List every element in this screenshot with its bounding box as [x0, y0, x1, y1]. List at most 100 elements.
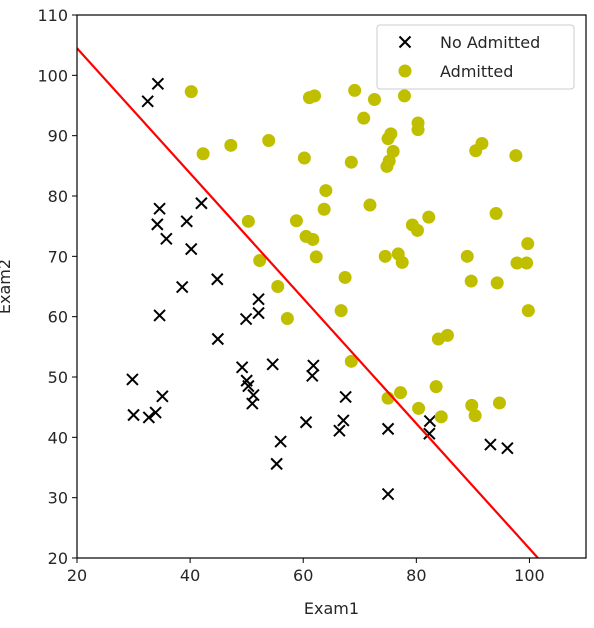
data-point-no-admitted	[127, 408, 140, 422]
data-point-no-admitted	[270, 457, 283, 471]
data-point-no-admitted	[423, 414, 437, 428]
decision-boundary-line	[77, 47, 539, 558]
data-point-no-admitted	[307, 359, 320, 372]
legend-marker-no-admitted	[398, 35, 412, 49]
data-point-admitted	[469, 144, 483, 158]
legend-marker-admitted	[398, 64, 412, 78]
data-point-admitted	[411, 123, 425, 137]
data-point-admitted	[395, 255, 409, 269]
data-point-admitted	[490, 276, 504, 290]
axis-ticks: 20 40 60 80 100 20 30 40 50 60 70 80 90 100 110	[37, 6, 544, 585]
y-axis-label: Exam2	[0, 259, 14, 314]
data-point-admitted	[344, 354, 358, 368]
data-point-no-admitted	[333, 424, 346, 437]
data-point-no-admitted	[423, 427, 436, 440]
data-point-no-admitted	[252, 306, 265, 320]
data-point-no-admitted	[151, 77, 165, 90]
data-point-admitted	[393, 386, 407, 400]
data-point-admitted	[271, 280, 285, 293]
data-point-admitted	[410, 223, 424, 237]
data-point-no-admitted	[153, 309, 166, 322]
data-point-admitted	[297, 151, 311, 165]
data-point-admitted	[224, 138, 238, 152]
y-tick-label: 80	[48, 187, 68, 206]
data-point-admitted	[334, 304, 348, 318]
data-point-admitted	[510, 256, 524, 270]
x-tick-label: 60	[293, 566, 313, 585]
data-point-no-admitted	[337, 414, 350, 427]
data-point-admitted	[381, 132, 395, 146]
data-point-admitted	[319, 184, 333, 198]
data-point-no-admitted	[211, 332, 225, 346]
y-tick-label: 60	[48, 308, 68, 327]
y-tick-label: 70	[48, 247, 68, 266]
data-point-no-admitted	[381, 487, 395, 501]
data-point-no-admitted	[274, 435, 287, 448]
data-point-no-admitted	[299, 416, 313, 429]
y-tick-label: 90	[48, 127, 68, 146]
data-point-no-admitted	[306, 369, 319, 383]
data-point-admitted	[460, 249, 474, 263]
data-point-admitted	[357, 111, 371, 125]
data-point-admitted	[397, 89, 411, 103]
data-point-no-admitted	[151, 218, 164, 231]
data-point-admitted	[367, 92, 381, 106]
data-point-admitted	[196, 147, 210, 161]
data-point-no-admitted	[266, 358, 279, 371]
legend-label: Admitted	[440, 62, 513, 81]
data-point-no-admitted	[142, 411, 156, 424]
data-point-no-admitted	[484, 438, 497, 451]
data-point-admitted	[440, 328, 454, 342]
data-point-no-admitted	[153, 202, 166, 215]
data-point-admitted	[363, 198, 377, 212]
data-point-no-admitted	[149, 406, 162, 419]
data-point-no-admitted	[195, 197, 208, 210]
y-tick-label: 30	[48, 489, 68, 508]
data-point-admitted	[306, 232, 320, 246]
data-point-admitted	[468, 409, 482, 423]
data-point-admitted	[492, 396, 506, 410]
data-point-admitted	[280, 311, 294, 325]
data-point-admitted	[378, 249, 392, 263]
data-point-admitted	[309, 250, 323, 264]
x-tick-label: 20	[67, 566, 87, 585]
x-tick-label: 80	[406, 566, 426, 585]
data-point-no-admitted	[126, 373, 139, 386]
data-point-no-admitted	[175, 280, 189, 294]
data-point-admitted	[434, 410, 448, 424]
data-point-no-admitted	[252, 292, 265, 306]
legend: No Admitted Admitted	[376, 24, 575, 90]
data-point-no-admitted	[381, 422, 395, 436]
data-point-no-admitted	[180, 215, 193, 228]
y-tick-label: 40	[48, 428, 68, 447]
legend-box	[376, 24, 575, 90]
data-point-admitted	[520, 256, 534, 270]
data-point-admitted	[317, 202, 331, 216]
data-point-no-admitted	[239, 312, 253, 326]
data-point-admitted	[184, 85, 198, 99]
data-point-admitted	[521, 304, 535, 318]
data-point-admitted	[338, 270, 352, 284]
legend-label: No Admitted	[440, 33, 540, 52]
data-point-no-admitted	[246, 397, 259, 410]
data-point-no-admitted	[242, 379, 255, 393]
data-point-admitted	[429, 380, 443, 394]
boundary-line-layer	[77, 47, 539, 558]
data-point-admitted	[422, 210, 436, 224]
data-point-admitted	[412, 401, 426, 415]
data-point-admitted	[308, 89, 322, 103]
y-tick-label: 100	[37, 66, 68, 85]
data-point-admitted	[465, 398, 479, 412]
data-point-no-admitted	[160, 232, 173, 246]
data-point-no-admitted	[141, 95, 154, 108]
data-point-admitted	[262, 133, 276, 147]
data-point-admitted	[464, 274, 478, 288]
y-tick-label: 110	[37, 6, 68, 25]
data-point-admitted	[344, 155, 358, 169]
y-tick-label: 20	[48, 549, 68, 568]
data-point-admitted	[489, 206, 503, 220]
x-axis-label: Exam1	[304, 599, 359, 618]
data-point-admitted	[289, 214, 303, 228]
data-point-no-admitted	[235, 361, 249, 374]
data-point-no-admitted	[185, 242, 198, 256]
